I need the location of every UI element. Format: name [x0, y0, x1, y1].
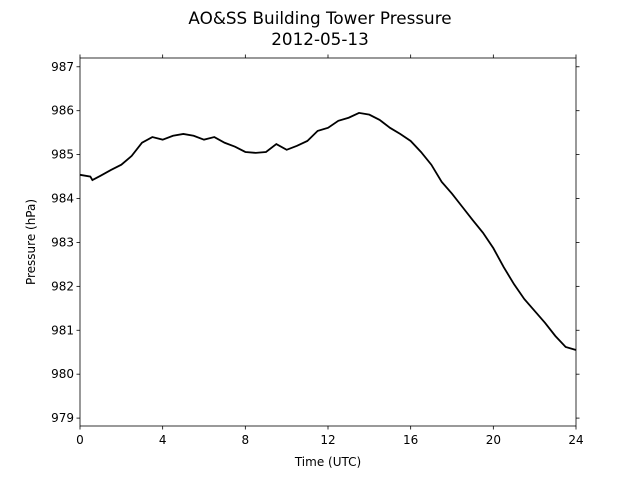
- y-tick-label: 979: [51, 411, 74, 425]
- x-tick-label: 16: [403, 433, 418, 447]
- y-tick-label: 980: [51, 367, 74, 381]
- data-line: [79, 111, 577, 351]
- chart-subtitle: 2012-05-13: [271, 29, 369, 49]
- x-tick-label: 0: [76, 433, 84, 447]
- y-axis-label: Pressure (hPa): [24, 199, 38, 285]
- chart-title: AO&SS Building Tower Pressure: [188, 8, 451, 28]
- x-tick-label: 4: [159, 433, 167, 447]
- y-tick-label: 984: [51, 192, 74, 206]
- x-axis-label: Time (UTC): [294, 455, 361, 469]
- x-tick-label: 24: [568, 433, 583, 447]
- y-tick-label: 986: [51, 104, 74, 118]
- y-tick-label: 985: [51, 148, 74, 162]
- y-tick-label: 987: [51, 60, 74, 74]
- x-tick-label: 8: [242, 433, 250, 447]
- y-tick-label: 981: [51, 323, 74, 337]
- x-tick-label: 20: [486, 433, 501, 447]
- y-tick-label: 983: [51, 235, 74, 249]
- plot-frame: [79, 57, 577, 427]
- x-tick-label: 12: [320, 433, 335, 447]
- y-tick-label: 982: [51, 279, 74, 293]
